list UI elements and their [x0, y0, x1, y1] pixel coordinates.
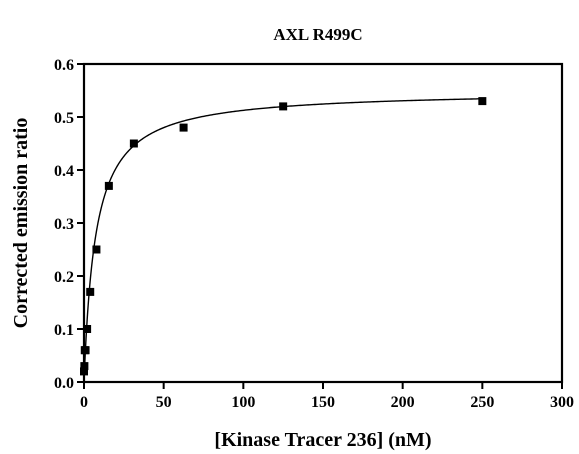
data-point [86, 287, 95, 296]
fit-curve [83, 98, 483, 373]
y-tick-label: 0.5 [54, 110, 74, 127]
y-tick-label: 0.6 [54, 57, 74, 74]
data-point [83, 325, 92, 333]
data-points [80, 97, 487, 376]
y-tick-label: 0.2 [54, 269, 74, 286]
x-tick-label: 0 [80, 394, 88, 411]
y-axis-label: Corrected emission ratio [10, 118, 32, 329]
y-tick-label: 0.0 [54, 375, 74, 392]
data-point [129, 139, 138, 148]
data-point [279, 102, 288, 111]
x-axis: 0 50 100 150 200 250 300 [80, 382, 574, 411]
y-tick-label: 0.3 [54, 216, 74, 233]
data-point [104, 181, 113, 190]
chart-title: AXL R499C [273, 25, 362, 44]
x-tick-label: 150 [311, 394, 335, 411]
y-axis: 0.0 0.1 0.2 0.3 0.4 0.5 0.6 [54, 57, 84, 392]
x-tick-label: 50 [156, 394, 172, 411]
y-tick-label: 0.1 [54, 322, 74, 339]
data-point [92, 245, 101, 254]
x-tick-label: 100 [231, 394, 255, 411]
x-axis-label: [Kinase Tracer 236] (nM) [214, 429, 431, 451]
data-point [179, 123, 188, 132]
plot-frame [82, 62, 564, 384]
data-point [478, 97, 487, 106]
x-tick-label: 250 [470, 394, 494, 411]
x-tick-label: 300 [550, 394, 574, 411]
data-point [81, 346, 90, 355]
y-tick-label: 0.4 [54, 163, 74, 180]
x-tick-label: 200 [391, 394, 415, 411]
